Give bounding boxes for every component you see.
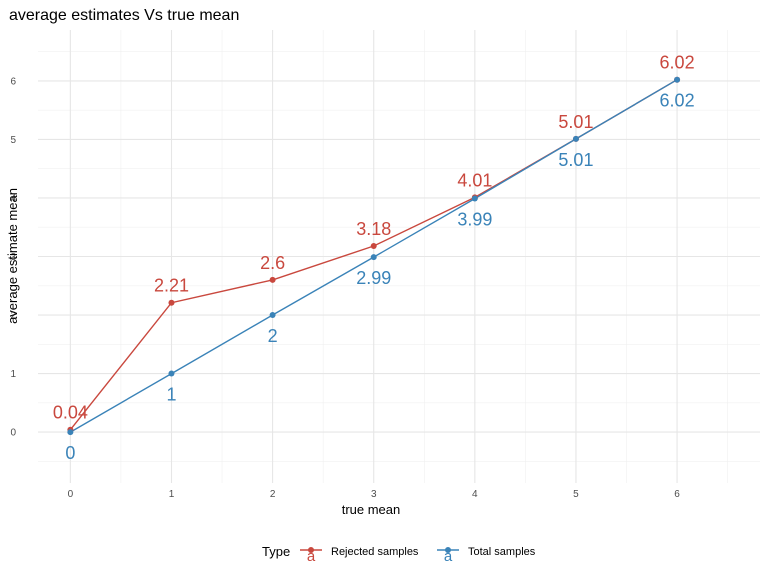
data-label: 1 <box>166 385 176 405</box>
y-tick-label: 6 <box>10 76 16 87</box>
data-label: 0.04 <box>53 403 88 423</box>
legend-key-glyph: a <box>444 548 453 565</box>
y-tick-label: 3 <box>10 252 16 263</box>
x-tick-label: 0 <box>68 489 74 500</box>
y-tick-label: 0 <box>10 428 16 439</box>
data-point <box>471 195 478 202</box>
data-label: 2.99 <box>356 268 391 288</box>
data-label: 5.01 <box>558 112 593 132</box>
legend-item-label: Total samples <box>468 546 536 558</box>
y-axis-ticks: 0 1 2 3 4 5 6 <box>10 76 16 438</box>
data-point <box>269 276 276 283</box>
legend-key-point <box>308 547 314 553</box>
x-tick-label: 3 <box>371 489 377 500</box>
legend-key-glyph: a <box>307 548 316 565</box>
x-tick-label: 4 <box>472 489 478 500</box>
data-label: 6.02 <box>660 53 695 73</box>
x-axis-ticks: 0 1 2 3 4 5 6 <box>68 489 681 500</box>
y-axis-title: average estimate mean <box>5 188 20 324</box>
data-point <box>370 254 377 261</box>
data-point <box>67 429 74 436</box>
data-label: 0 <box>65 443 75 463</box>
legend: Type a Rejected samples a Total samples <box>262 544 536 565</box>
y-tick-label: 1 <box>10 369 16 380</box>
x-tick-label: 1 <box>169 489 175 500</box>
data-point <box>370 242 377 249</box>
y-tick-label: 5 <box>10 135 16 146</box>
data-label: 3.18 <box>356 219 391 239</box>
x-tick-label: 5 <box>573 489 579 500</box>
y-tick-label: 4 <box>10 193 16 204</box>
chart-title: average estimates Vs true mean <box>9 7 239 24</box>
legend-item-label: Rejected samples <box>331 546 419 558</box>
y-tick-label: 2 <box>10 311 16 322</box>
x-axis-title: true mean <box>342 502 401 517</box>
data-label: 2.6 <box>260 253 285 273</box>
data-label: 5.01 <box>558 150 593 170</box>
data-label: 3.99 <box>457 210 492 230</box>
legend-title: Type <box>262 544 290 559</box>
data-labels: 0.04 2.21 2.6 3.18 4.01 5.01 6.02 0 1 2 2.99 3.99 5.… <box>53 53 695 463</box>
data-point <box>168 299 175 306</box>
plot-panel <box>38 30 760 483</box>
data-point <box>269 312 276 319</box>
data-label: 6.02 <box>660 91 695 111</box>
data-point <box>674 76 681 83</box>
data-point <box>572 135 579 142</box>
legend-key-point <box>445 547 451 553</box>
series-points <box>67 76 681 436</box>
x-tick-label: 2 <box>270 489 276 500</box>
data-label: 2 <box>268 326 278 346</box>
x-tick-label: 6 <box>674 489 680 500</box>
data-point <box>168 370 175 377</box>
data-label: 4.01 <box>457 170 492 190</box>
data-label: 2.21 <box>154 276 189 296</box>
